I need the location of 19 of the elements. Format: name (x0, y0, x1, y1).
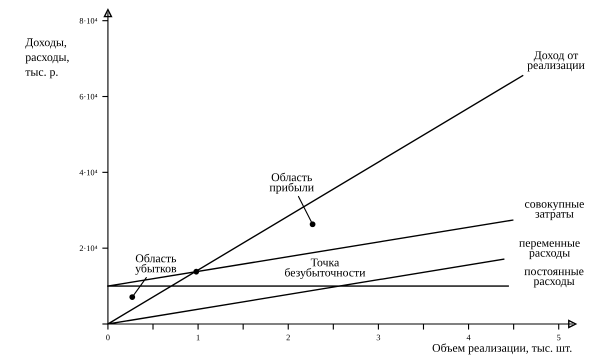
x-tick-label: 3 (376, 334, 380, 340)
series-label: совокупные затраты (524, 202, 584, 220)
annotation: Точка безубыточности (284, 258, 366, 279)
x-tick-label: 0 (106, 334, 110, 340)
y-axis-title: Доходы, расходы, тыс. р. (25, 38, 69, 78)
x-tick-label: 2 (286, 334, 290, 340)
y-tick-label: 6·10⁴ (80, 94, 98, 100)
series-label: постоянные расходы (524, 270, 584, 288)
y-tick-label: 4·10⁴ (79, 170, 98, 176)
x-axis-title: Объем реализации, тыс. шт. (432, 343, 572, 354)
series-label: переменные расходы (519, 241, 580, 260)
x-tick-label: 5 (557, 334, 560, 340)
series-label: Доход от реализации (527, 51, 585, 72)
annotation: Область убытков (135, 254, 176, 275)
x-tick-label: 4 (466, 334, 471, 340)
y-tick-label: 8·10⁴ (80, 18, 98, 24)
y-tick-label: 2·10⁴ (80, 246, 98, 252)
x-tick-label: 1 (196, 334, 200, 340)
annotation: Область прибыли (270, 172, 314, 194)
